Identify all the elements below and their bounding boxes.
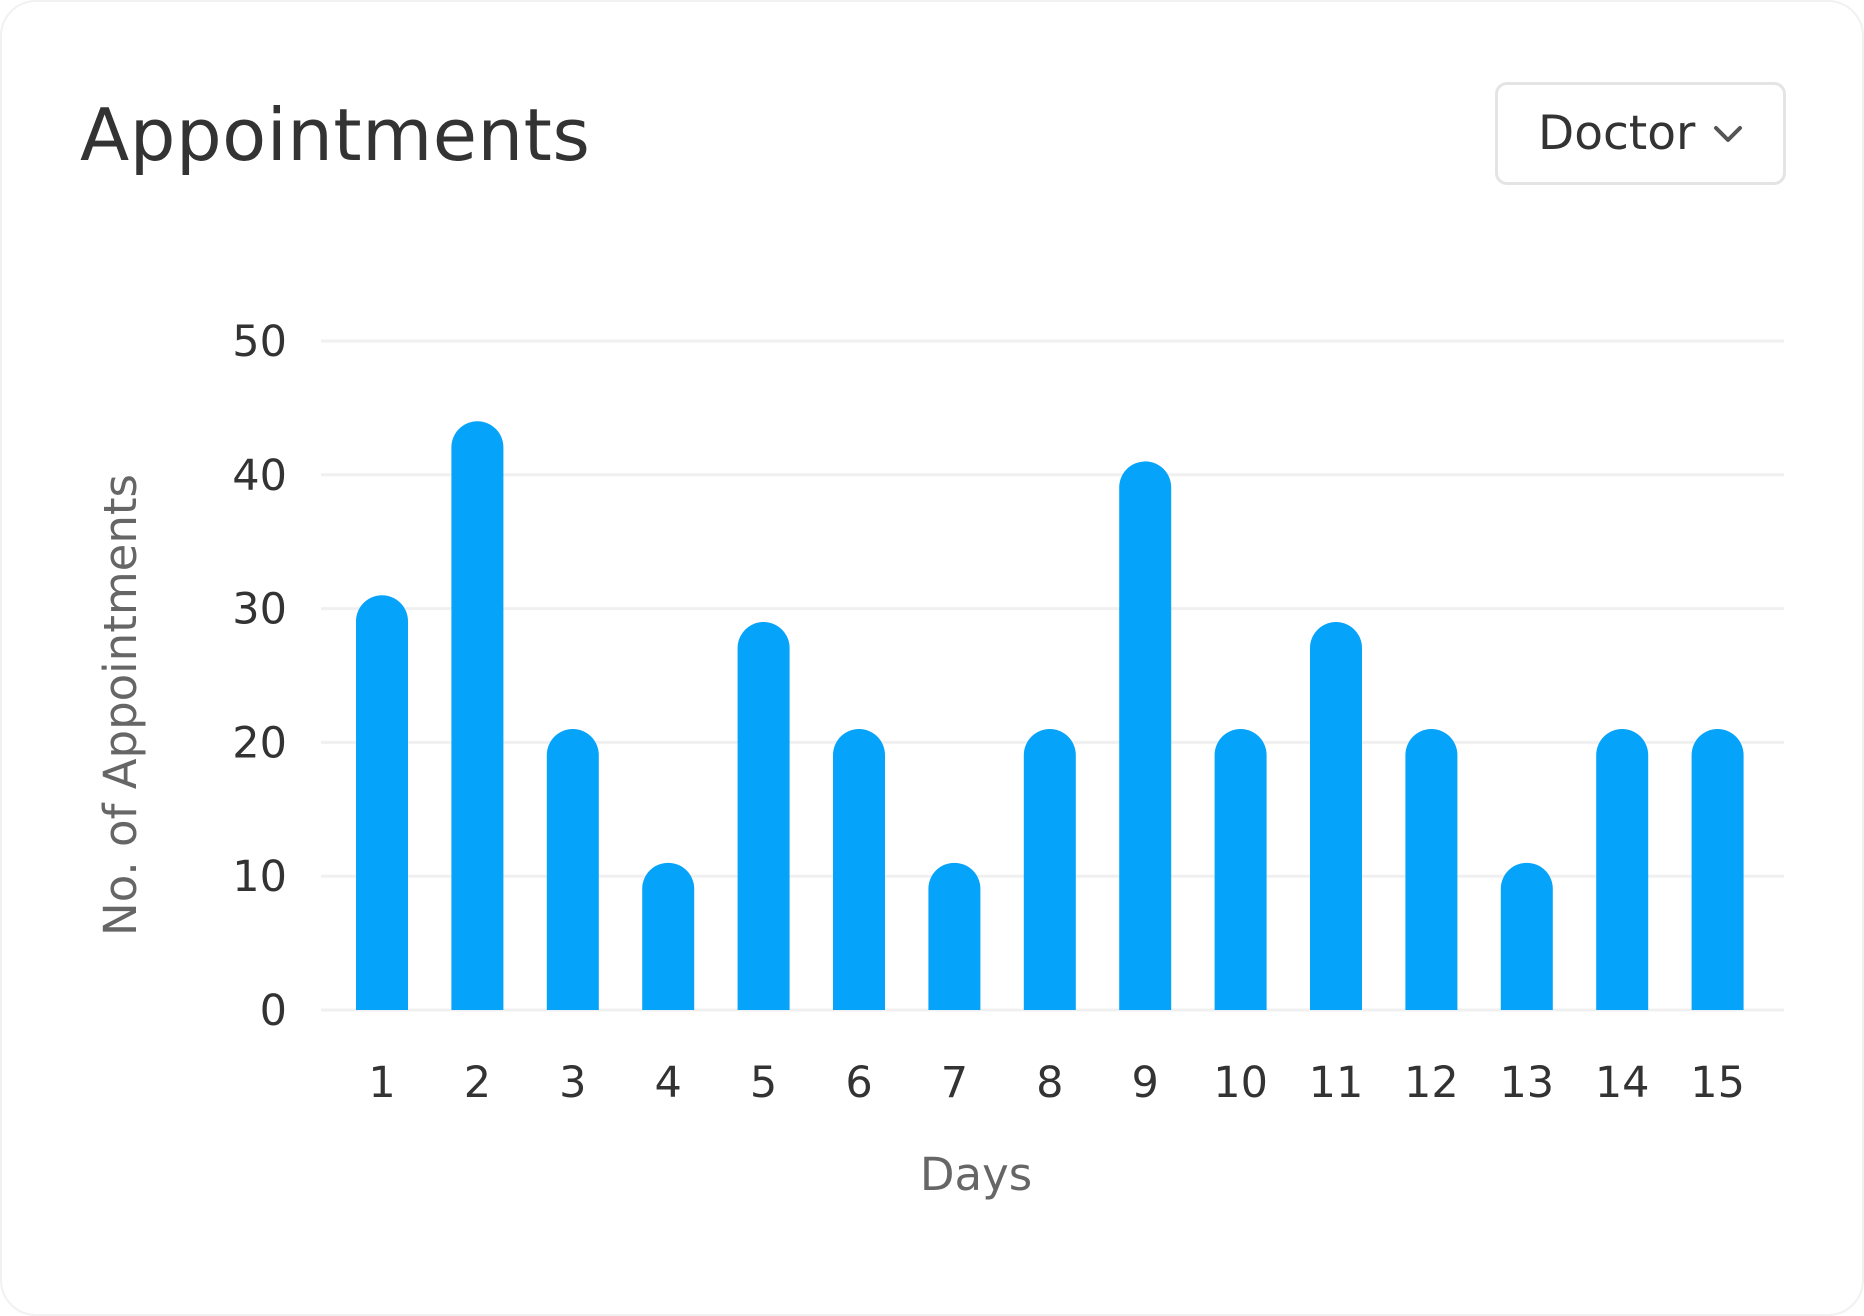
x-tick-label: 9 xyxy=(1132,1058,1159,1108)
y-tick-label: 40 xyxy=(232,451,287,501)
y-tick-label: 10 xyxy=(232,852,287,902)
x-tick-label: 14 xyxy=(1595,1058,1650,1108)
bars xyxy=(356,421,1744,1010)
x-tick-label: 5 xyxy=(750,1058,777,1108)
bar-day-12[interactable] xyxy=(1405,729,1458,1010)
x-tick-label: 1 xyxy=(368,1058,395,1108)
x-tick-label: 8 xyxy=(1036,1058,1063,1108)
x-tick-label: 7 xyxy=(941,1058,968,1108)
y-tick-label: 50 xyxy=(232,317,287,367)
bar-day-4[interactable] xyxy=(642,862,695,1010)
x-tick-label: 13 xyxy=(1499,1058,1554,1108)
y-tick-label: 20 xyxy=(232,718,287,768)
bar-day-14[interactable] xyxy=(1596,729,1649,1010)
bar-day-13[interactable] xyxy=(1500,862,1553,1010)
bar-day-2[interactable] xyxy=(451,421,504,1010)
chevron-down-icon xyxy=(1714,126,1742,142)
x-axis-title: Days xyxy=(920,1148,1032,1201)
x-tick-label: 10 xyxy=(1213,1058,1268,1108)
doctor-filter-value: Doctor xyxy=(1538,106,1696,161)
bar-day-6[interactable] xyxy=(833,729,885,1010)
x-tick-label: 6 xyxy=(845,1058,872,1108)
bar-day-3[interactable] xyxy=(546,729,599,1010)
x-tick-label: 2 xyxy=(464,1058,491,1108)
bar-day-15[interactable] xyxy=(1691,729,1744,1010)
y-tick-label: 0 xyxy=(260,986,287,1036)
bar-day-10[interactable] xyxy=(1214,729,1267,1010)
x-axis-ticks: 1 2 3 4 5 6 7 8 9 10 11 12 13 14 15 xyxy=(368,1058,1745,1108)
bar-day-5[interactable] xyxy=(737,621,790,1010)
x-tick-label: 4 xyxy=(655,1058,682,1108)
x-tick-label: 11 xyxy=(1309,1058,1364,1108)
y-axis-ticks: 0 10 20 30 40 50 xyxy=(232,317,287,1036)
x-tick-label: 3 xyxy=(559,1058,586,1108)
bar-day-1[interactable] xyxy=(356,595,408,1010)
doctor-filter-dropdown[interactable]: Doctor xyxy=(1495,82,1786,185)
y-axis-title: No. of Appointments xyxy=(94,474,147,936)
bar-day-11[interactable] xyxy=(1310,621,1362,1010)
bar-day-8[interactable] xyxy=(1023,729,1076,1010)
y-tick-label: 30 xyxy=(232,585,287,635)
x-tick-label: 15 xyxy=(1690,1058,1745,1108)
x-tick-label: 12 xyxy=(1404,1058,1459,1108)
bar-day-9[interactable] xyxy=(1119,461,1172,1010)
bar-day-7[interactable] xyxy=(928,862,981,1010)
card-title: Appointments xyxy=(80,93,591,177)
